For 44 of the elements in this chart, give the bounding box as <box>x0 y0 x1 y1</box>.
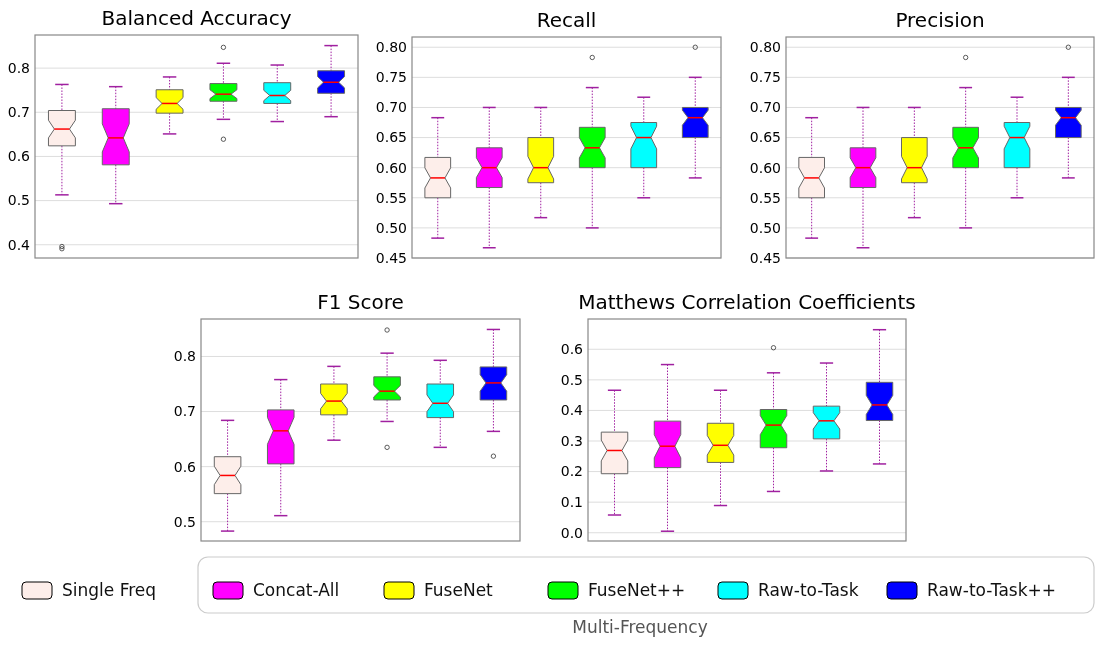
y-tick-label: 0.45 <box>749 249 781 266</box>
y-tick-label: 0.55 <box>375 189 407 206</box>
y-tick-label: 0.7 <box>173 403 196 420</box>
chart-title: Recall <box>536 8 597 32</box>
y-tick-label: 0.8 <box>173 348 196 365</box>
y-tick-label: 0.75 <box>375 69 407 86</box>
y-tick-label: 0.6 <box>560 341 584 358</box>
y-tick-label: 0.3 <box>560 432 583 449</box>
legend-label: Concat-All <box>253 580 340 600</box>
y-tick-label: 0.80 <box>375 39 407 56</box>
y-tick-label: 0.4 <box>560 402 584 419</box>
y-tick-label: 0.5 <box>560 371 583 388</box>
y-tick-label: 0.60 <box>375 159 407 176</box>
y-tick-label: 0.2 <box>560 463 583 480</box>
y-tick-label: 0.6 <box>7 148 31 165</box>
y-tick-label: 0.80 <box>749 39 781 56</box>
y-tick-label: 0.45 <box>375 249 407 266</box>
legend-label: FuseNet <box>424 580 494 600</box>
chart-title: Matthews Correlation Coefficients <box>578 290 916 314</box>
y-tick-label: 0.70 <box>749 99 781 116</box>
legend-label: Raw-to-Task <box>758 580 859 600</box>
y-tick-label: 0.50 <box>375 219 407 236</box>
chart-title: Precision <box>895 8 985 32</box>
y-tick-label: 0.70 <box>375 99 407 116</box>
legend-title: Multi-Frequency <box>572 617 708 637</box>
y-tick-label: 0.6 <box>173 458 197 475</box>
y-tick-label: 0.5 <box>173 513 196 530</box>
chart-title: Balanced Accuracy <box>101 6 292 30</box>
y-tick-label: 0.4 <box>7 236 31 253</box>
y-tick-label: 0.8 <box>7 60 30 77</box>
y-tick-label: 0.65 <box>375 129 407 146</box>
legend-label: Raw-to-Task++ <box>927 580 1057 600</box>
y-tick-label: 0.7 <box>7 104 30 121</box>
y-tick-label: 0.55 <box>749 189 781 206</box>
y-tick-label: 0.0 <box>560 524 583 541</box>
y-tick-label: 0.5 <box>7 192 30 209</box>
legend-label: Single Freq <box>62 580 157 600</box>
y-tick-label: 0.1 <box>560 494 583 511</box>
y-tick-label: 0.60 <box>749 159 781 176</box>
legend-label: FuseNet++ <box>588 580 686 600</box>
y-tick-label: 0.75 <box>749 69 781 86</box>
y-tick-label: 0.50 <box>749 219 781 236</box>
chart-title: F1 Score <box>317 290 404 314</box>
y-tick-label: 0.65 <box>749 129 781 146</box>
